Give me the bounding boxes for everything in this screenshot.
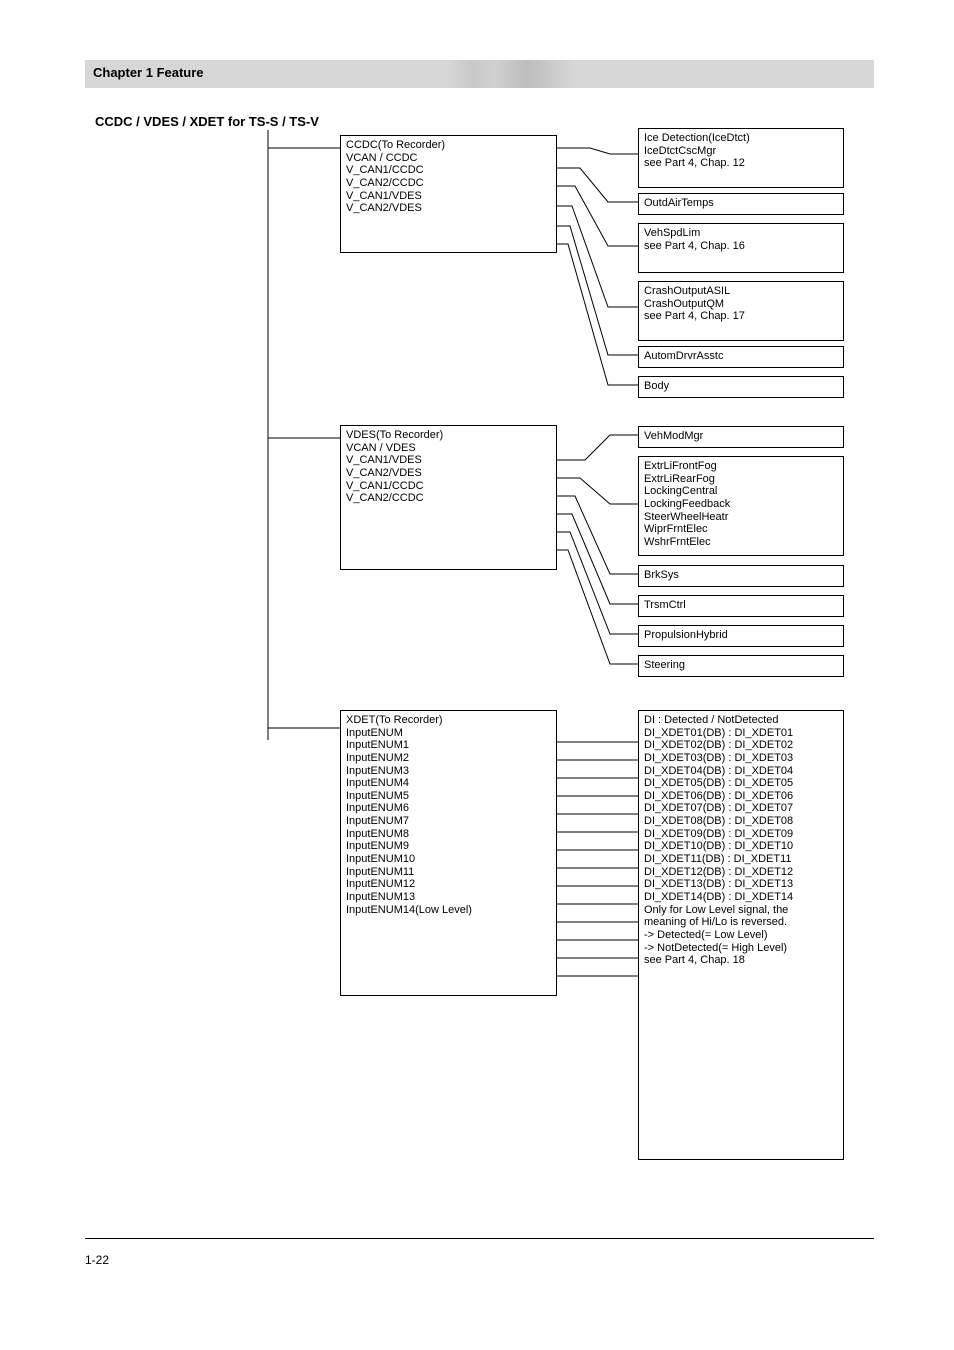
box-line: InputENUM11 (346, 866, 551, 879)
box-line: V_CAN2/CCDC (346, 492, 551, 505)
box-line: -> Detected(= Low Level) (644, 929, 838, 942)
box-line: DI_XDET09(DB) : DI_XDET09 (644, 828, 838, 841)
box-line: InputENUM (346, 727, 551, 740)
box-line: InputENUM5 (346, 790, 551, 803)
ccdc-right-box-2: VehSpdLim see Part 4, Chap. 16 (638, 223, 844, 273)
box-line: V_CAN2/VDES (346, 202, 551, 215)
box-line: InputENUM2 (346, 752, 551, 765)
box-line: InputENUM13 (346, 891, 551, 904)
box-line: LockingFeedback (644, 498, 838, 511)
vdes-right-box-4: PropulsionHybrid (638, 625, 844, 647)
box-line: InputENUM4 (346, 777, 551, 790)
vdes-right-box-1: ExtrLiFrontFog ExtrLiRearFog LockingCent… (638, 456, 844, 556)
box-line: DI_XDET10(DB) : DI_XDET10 (644, 840, 838, 853)
box-line: Only for Low Level signal, the (644, 904, 838, 917)
box-line: XDET(To Recorder) (346, 714, 551, 727)
box-line: see Part 4, Chap. 17 (644, 310, 838, 323)
box-line: InputENUM14(Low Level) (346, 904, 551, 917)
box-line: CrashOutputASIL (644, 285, 838, 298)
box-line: meaning of Hi/Lo is reversed. (644, 916, 838, 929)
box-line: VehModMgr (644, 430, 838, 443)
box-line: V_CAN1/VDES (346, 454, 551, 467)
box-line: InputENUM9 (346, 840, 551, 853)
box-line: Steering (644, 659, 838, 672)
box-line: PropulsionHybrid (644, 629, 838, 642)
ccdc-right-box-3: CrashOutputASIL CrashOutputQM see Part 4… (638, 281, 844, 341)
ccdc-right-box-1: OutdAirTemps (638, 193, 844, 215)
box-line: DI_XDET12(DB) : DI_XDET12 (644, 866, 838, 879)
box-line: VehSpdLim (644, 227, 838, 240)
box-line: V_CAN1/VDES (346, 190, 551, 203)
vdes-right-box-0: VehModMgr (638, 426, 844, 448)
footer-rule (85, 1238, 874, 1239)
box-line: ExtrLiFrontFog (644, 460, 838, 473)
xdet-main-box: XDET(To Recorder) InputENUM InputENUM1 I… (340, 710, 557, 996)
box-line: BrkSys (644, 569, 838, 582)
box-line: AutomDrvrAsstc (644, 350, 838, 363)
box-line: ExtrLiRearFog (644, 473, 838, 486)
box-line: DI_XDET04(DB) : DI_XDET04 (644, 765, 838, 778)
xdet-right-box: DI : Detected / NotDetected DI_XDET01(DB… (638, 710, 844, 1160)
box-line: Ice Detection(IceDtct) (644, 132, 838, 145)
box-line: InputENUM12 (346, 878, 551, 891)
box-line: DI_XDET03(DB) : DI_XDET03 (644, 752, 838, 765)
box-line: LockingCentral (644, 485, 838, 498)
box-line: DI_XDET01(DB) : DI_XDET01 (644, 727, 838, 740)
box-line: DI_XDET07(DB) : DI_XDET07 (644, 802, 838, 815)
vdes-right-box-3: TrsmCtrl (638, 595, 844, 617)
box-line: OutdAirTemps (644, 197, 838, 210)
box-line: -> NotDetected(= High Level) (644, 942, 838, 955)
box-line: InputENUM7 (346, 815, 551, 828)
box-line: DI_XDET08(DB) : DI_XDET08 (644, 815, 838, 828)
box-line: Body (644, 380, 838, 393)
ccdc-right-box-4: AutomDrvrAsstc (638, 346, 844, 368)
box-line: WiprFrntElec (644, 523, 838, 536)
box-line: V_CAN2/CCDC (346, 177, 551, 190)
box-line: V_CAN1/CCDC (346, 164, 551, 177)
box-line: WshrFrntElec (644, 536, 838, 549)
page-root: Chapter 1 Feature CCDC / VDES / XDET for… (0, 0, 954, 1350)
box-line: DI_XDET14(DB) : DI_XDET14 (644, 891, 838, 904)
box-line: V_CAN1/CCDC (346, 480, 551, 493)
box-line: DI_XDET11(DB) : DI_XDET11 (644, 853, 838, 866)
vdes-right-box-2: BrkSys (638, 565, 844, 587)
box-line: DI_XDET13(DB) : DI_XDET13 (644, 878, 838, 891)
box-line: InputENUM6 (346, 802, 551, 815)
box-line: DI_XDET06(DB) : DI_XDET06 (644, 790, 838, 803)
vdes-right-box-5: Steering (638, 655, 844, 677)
ccdc-main-box: CCDC(To Recorder) VCAN / CCDC V_CAN1/CCD… (340, 135, 557, 253)
box-line: VCAN / VDES (346, 442, 551, 455)
box-line: InputENUM10 (346, 853, 551, 866)
box-line: VCAN / CCDC (346, 152, 551, 165)
box-line: see Part 4, Chap. 18 (644, 954, 838, 967)
box-line: CrashOutputQM (644, 298, 838, 311)
box-line: SteerWheelHeatr (644, 511, 838, 524)
box-line: InputENUM1 (346, 739, 551, 752)
box-line: DI_XDET05(DB) : DI_XDET05 (644, 777, 838, 790)
ccdc-right-box-0: Ice Detection(IceDtct) IceDtctCscMgr see… (638, 128, 844, 188)
box-line: DI : Detected / NotDetected (644, 714, 838, 727)
box-line: DI_XDET02(DB) : DI_XDET02 (644, 739, 838, 752)
vdes-main-box: VDES(To Recorder) VCAN / VDES V_CAN1/VDE… (340, 425, 557, 570)
box-line: InputENUM3 (346, 765, 551, 778)
box-line: VDES(To Recorder) (346, 429, 551, 442)
box-line: InputENUM8 (346, 828, 551, 841)
box-line: IceDtctCscMgr (644, 145, 838, 158)
box-line: TrsmCtrl (644, 599, 838, 612)
box-line: V_CAN2/VDES (346, 467, 551, 480)
ccdc-right-box-5: Body (638, 376, 844, 398)
box-line: CCDC(To Recorder) (346, 139, 551, 152)
page-number: 1-22 (85, 1254, 109, 1268)
box-line: see Part 4, Chap. 16 (644, 240, 838, 253)
box-line: see Part 4, Chap. 12 (644, 157, 838, 170)
